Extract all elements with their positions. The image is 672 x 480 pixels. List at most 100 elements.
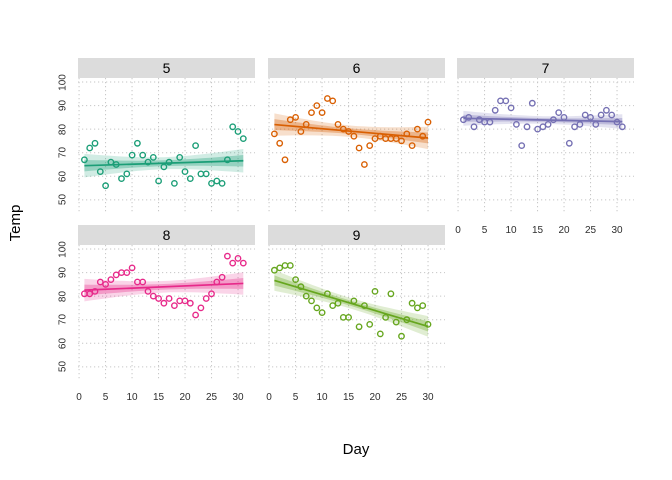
data-point xyxy=(186,299,194,307)
data-point xyxy=(292,276,299,283)
data-point xyxy=(144,158,152,166)
data-point xyxy=(523,123,531,131)
data-point xyxy=(460,116,467,124)
data-point xyxy=(107,158,115,166)
facet-strip-label: 9 xyxy=(352,227,361,243)
data-point xyxy=(376,330,384,338)
data-point xyxy=(213,177,221,185)
data-point xyxy=(424,321,432,328)
data-point xyxy=(281,262,289,269)
data-point xyxy=(513,121,520,128)
data-point xyxy=(181,168,189,176)
data-point xyxy=(86,144,94,152)
facet-plot-area xyxy=(268,245,445,381)
x-axis-tick-label: 25 xyxy=(205,392,218,403)
facet-strip: 7 xyxy=(457,58,634,78)
facet-plot-area xyxy=(457,78,634,214)
data-point xyxy=(160,299,168,307)
data-point xyxy=(213,278,221,286)
data-point xyxy=(165,295,173,302)
x-axis-tick-label: 15 xyxy=(531,225,544,236)
data-point xyxy=(197,170,205,178)
data-point xyxy=(355,323,363,331)
data-point xyxy=(155,177,163,185)
data-point xyxy=(229,259,237,267)
data-point xyxy=(107,276,115,283)
data-point xyxy=(592,121,600,128)
x-axis-tick-label: 5 xyxy=(292,392,299,403)
data-point xyxy=(229,123,237,131)
facet-month-6: 6 xyxy=(268,58,445,214)
data-point xyxy=(350,297,358,305)
y-axis-title: Temp xyxy=(7,204,24,242)
data-point xyxy=(318,109,326,116)
data-point xyxy=(239,135,247,142)
x-axis-tick-label: 30 xyxy=(232,392,244,403)
facet-month-8: 8 xyxy=(78,225,255,381)
data-point xyxy=(465,114,473,121)
data-point xyxy=(276,264,284,272)
data-point xyxy=(507,104,515,112)
data-point xyxy=(565,139,573,147)
facet-strip-label: 6 xyxy=(352,60,361,76)
data-point xyxy=(112,271,120,279)
data-point xyxy=(424,118,432,126)
data-point xyxy=(218,180,226,187)
data-point xyxy=(576,121,584,128)
data-point xyxy=(555,109,563,116)
data-point xyxy=(318,309,326,317)
data-point xyxy=(149,292,157,300)
data-point xyxy=(398,332,405,340)
data-point xyxy=(502,97,510,105)
data-point xyxy=(234,128,242,135)
regression-line xyxy=(274,279,429,328)
data-point xyxy=(223,156,231,164)
data-point xyxy=(334,299,342,307)
data-point xyxy=(155,295,163,302)
data-point xyxy=(286,262,294,269)
data-point xyxy=(560,114,568,121)
data-point xyxy=(387,290,395,298)
facet-strip: 8 xyxy=(78,225,255,245)
facet-strip-label: 8 xyxy=(162,227,171,243)
data-point xyxy=(313,304,321,312)
x-axis-tick-label: 0 xyxy=(455,225,461,236)
data-point xyxy=(518,142,526,150)
data-point xyxy=(550,116,557,124)
data-point xyxy=(602,106,610,114)
data-point xyxy=(355,144,363,152)
data-point xyxy=(345,128,353,135)
data-point xyxy=(366,321,374,328)
data-point xyxy=(613,118,621,126)
data-point xyxy=(329,97,337,105)
data-point xyxy=(398,137,405,145)
data-point xyxy=(571,123,579,131)
data-point xyxy=(271,266,278,274)
data-point xyxy=(149,154,157,161)
data-point xyxy=(202,170,210,178)
data-point xyxy=(419,132,427,140)
data-point xyxy=(539,123,547,131)
data-point xyxy=(144,288,152,295)
x-axis-tick-label: 5 xyxy=(481,225,488,236)
data-point xyxy=(81,156,88,164)
x-axis-tick-label: 0 xyxy=(266,392,272,403)
data-point xyxy=(581,111,589,119)
data-point xyxy=(112,161,120,168)
data-point xyxy=(171,180,178,187)
facet-plot-area xyxy=(78,245,255,381)
data-point xyxy=(413,125,421,133)
data-point xyxy=(118,269,125,276)
data-point xyxy=(297,128,305,135)
data-point xyxy=(118,175,125,183)
data-point xyxy=(160,163,168,171)
data-point xyxy=(361,302,368,309)
y-axis-tick-label: 100 xyxy=(57,240,69,258)
data-point xyxy=(165,158,173,166)
x-axis-tick-label: 5 xyxy=(102,392,109,403)
data-point xyxy=(408,142,416,150)
data-point xyxy=(186,175,194,183)
data-point xyxy=(202,295,210,302)
data-point xyxy=(419,302,427,309)
